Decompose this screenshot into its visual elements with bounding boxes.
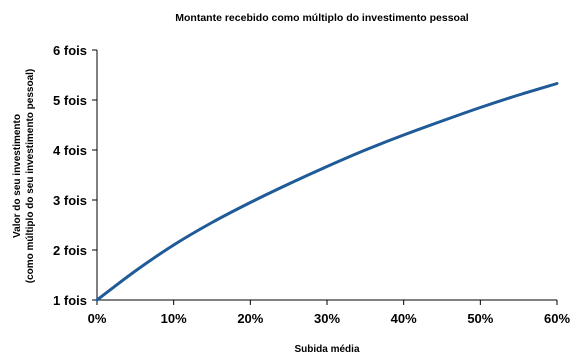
y-axis-ticks: 1 fois 2 fois 3 fois 4 fois 5 fois 6 fois: [53, 43, 97, 308]
x-tick-label: 30%: [314, 311, 340, 326]
y-tick-label: 4 fois: [53, 143, 87, 158]
x-tick-label: 40%: [391, 311, 417, 326]
y-axis-title-line-2: (como múltiplo do seu investimento pesso…: [25, 69, 36, 283]
series-group: [95, 82, 559, 302]
axes: [96, 50, 557, 301]
x-tick-label: 50%: [467, 311, 493, 326]
y-tick-label: 5 fois: [53, 93, 87, 108]
series-line: [95, 82, 559, 302]
x-tick-label: 60%: [544, 311, 570, 326]
x-tick-label: 0%: [88, 311, 107, 326]
y-tick-label: 3 fois: [53, 193, 87, 208]
x-tick-label: 20%: [237, 311, 263, 326]
chart-title: Montante recebido como múltiplo do inves…: [175, 12, 469, 24]
x-axis-title: Subida média: [294, 344, 359, 355]
y-tick-label: 1 fois: [53, 293, 87, 308]
y-axis-title: Valor do seu investimento (como múltiplo…: [12, 69, 36, 283]
x-tick-label: 10%: [161, 311, 187, 326]
y-tick-label: 6 fois: [53, 43, 87, 58]
y-axis-title-line-1: Valor do seu investimento: [12, 114, 23, 238]
y-tick-label: 2 fois: [53, 243, 87, 258]
x-axis-ticks: 0% 10% 20% 30% 40% 50% 60%: [88, 300, 570, 326]
